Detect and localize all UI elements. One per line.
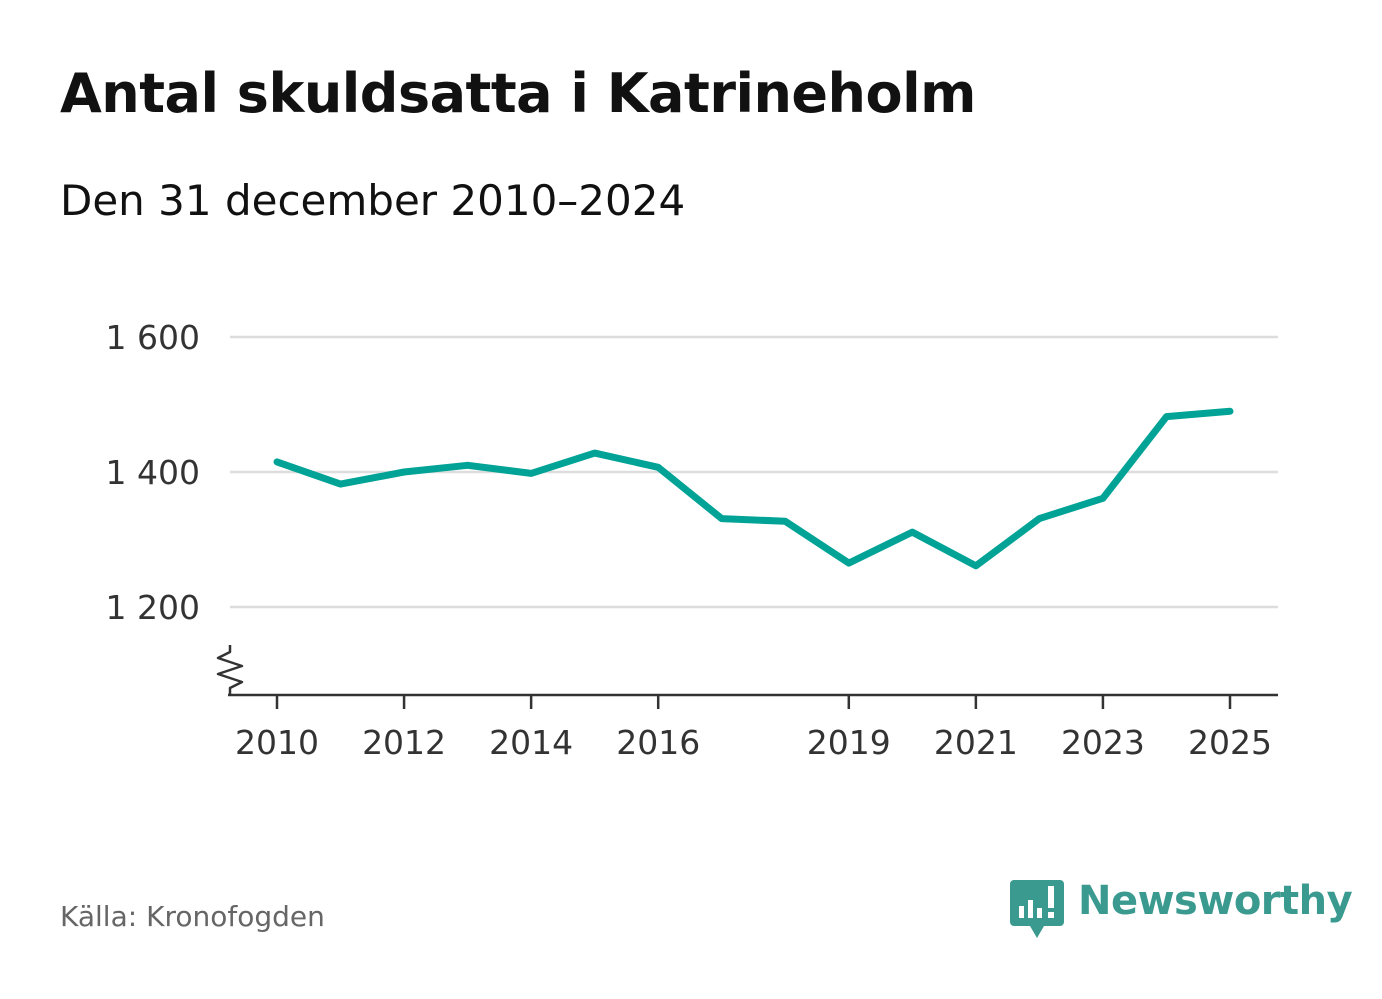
x-tick-label-2021: 2021 xyxy=(934,723,1018,762)
x-axis: 2010 2012 2014 2016 2019 2021 2023 2025 xyxy=(216,645,1278,762)
data-line xyxy=(273,407,1234,570)
x-tick-label-2012: 2012 xyxy=(362,723,446,762)
y-tick-label-1200: 1 200 xyxy=(106,588,200,627)
y-tick-label-1600: 1 600 xyxy=(106,318,200,357)
x-tick-label-2016: 2016 xyxy=(616,723,700,762)
series-line xyxy=(273,407,1234,570)
x-tick-label-2010: 2010 xyxy=(235,723,319,762)
y-tick-label-1400: 1 400 xyxy=(106,453,200,492)
brand-name: Newsworthy xyxy=(1078,878,1353,924)
x-tick-label-2025: 2025 xyxy=(1188,723,1272,762)
newsworthy-icon xyxy=(1010,880,1064,938)
y-axis-ticks: 1 200 1 400 1 600 xyxy=(106,318,200,627)
x-tick-label-2023: 2023 xyxy=(1061,723,1145,762)
source-note: Källa: Kronofogden xyxy=(60,900,325,933)
x-tick-label-2014: 2014 xyxy=(489,723,573,762)
chart-subtitle: Den 31 december 2010–2024 xyxy=(60,176,686,225)
chart-title: Antal skuldsatta i Katrineholm xyxy=(60,62,976,125)
axis-break-mark xyxy=(216,645,244,695)
x-tick-label-2019: 2019 xyxy=(807,723,891,762)
